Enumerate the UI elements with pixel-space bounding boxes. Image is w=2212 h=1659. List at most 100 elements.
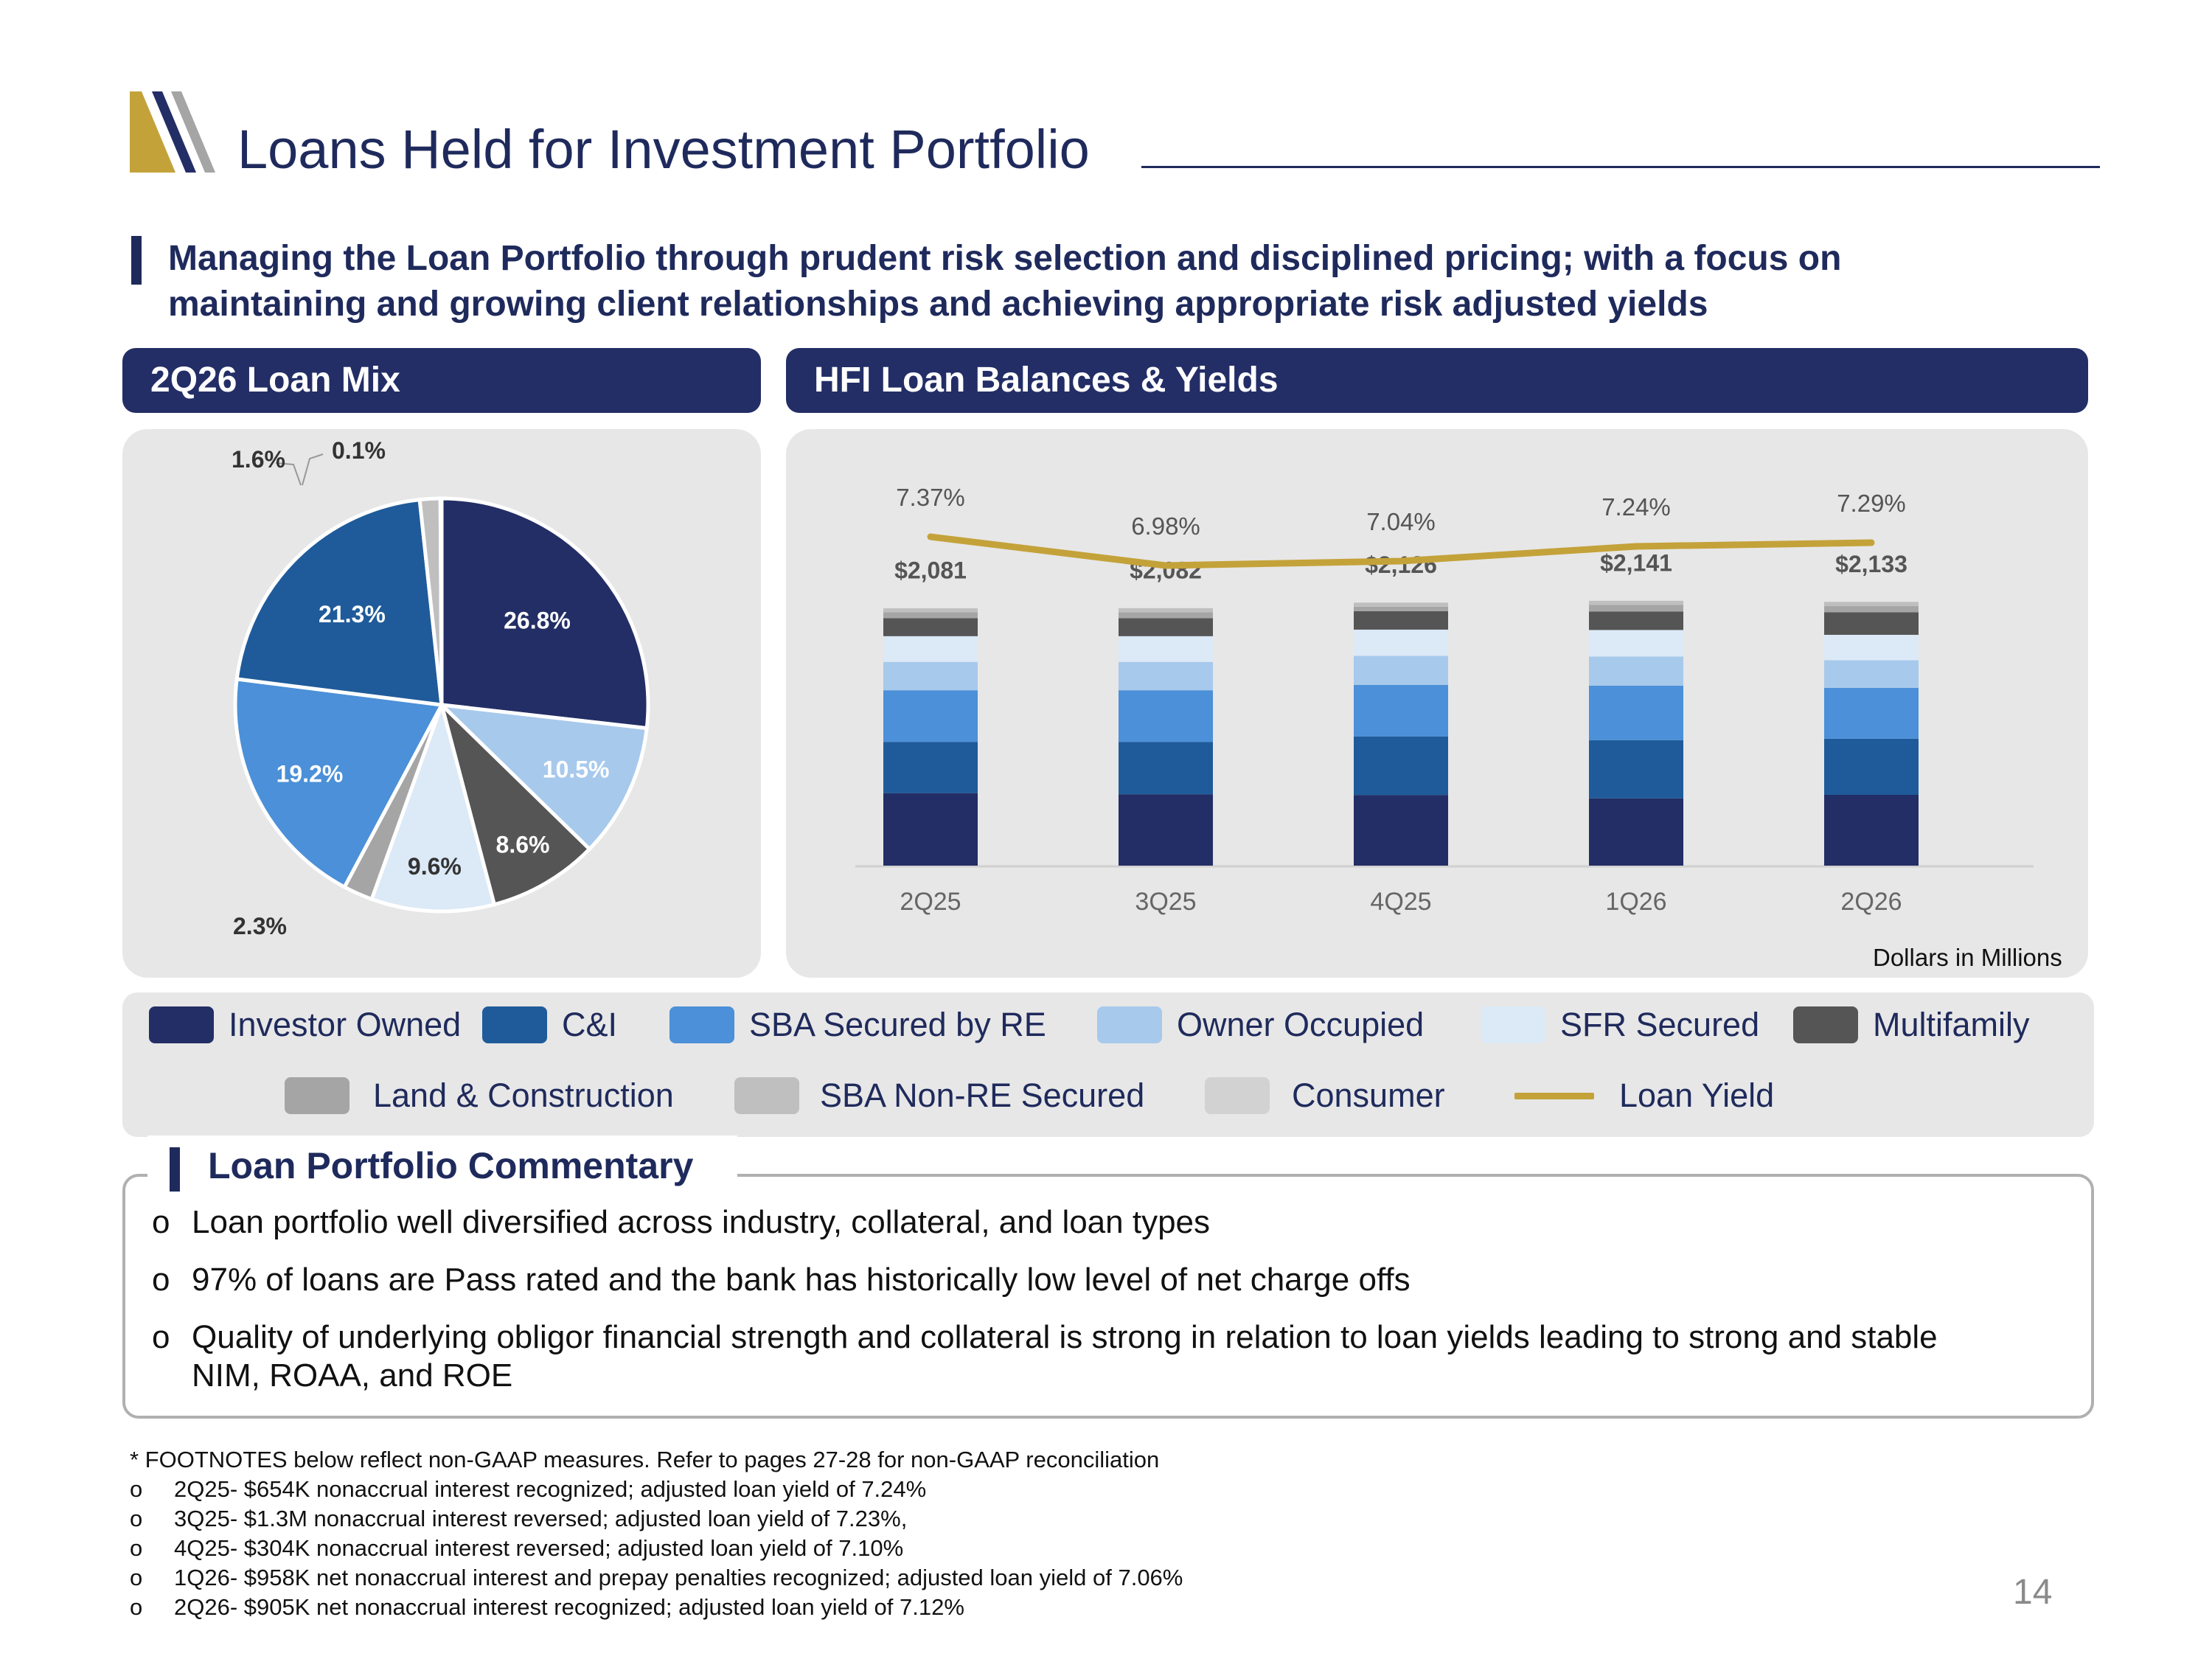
bar-segment-multifamily — [1119, 618, 1213, 636]
footnote-item: o 2Q25- $654K nonaccrual interest recogni… — [130, 1475, 1183, 1504]
legend-label: Consumer — [1292, 1077, 1445, 1114]
page-title: Loans Held for Investment Portfolio — [237, 119, 1090, 180]
loan-yield-point — [1400, 560, 1402, 562]
bar-segment-sfr-secured — [1824, 634, 1919, 661]
pie-slice-label: 8.6% — [496, 832, 550, 858]
bar-segment-land-construction — [1589, 605, 1683, 612]
legend-swatch — [1205, 1077, 1270, 1114]
bar-segment-c-i — [1589, 740, 1683, 799]
x-tick-label: 3Q25 — [1135, 888, 1196, 916]
loan-yield-point — [1871, 542, 1872, 543]
loan-yield-label: 7.04% — [1366, 508, 1436, 535]
pie-slice-label: 19.2% — [276, 761, 344, 787]
bar-segment-sba-secured-by-re — [1824, 687, 1919, 739]
bar-segment-investor-owned — [1824, 795, 1919, 866]
legend-item-land-construction: Land & Construction — [285, 1077, 674, 1115]
legend-swatch — [669, 1006, 734, 1043]
commentary-accent-bar — [170, 1147, 180, 1192]
legend-swatch — [482, 1006, 547, 1043]
legend-label: Land & Construction — [373, 1077, 674, 1114]
subtitle-accent-bar — [131, 236, 142, 285]
x-tick-label: 2Q26 — [1840, 888, 1902, 916]
commentary-bullet: o 97% of loans are Pass rated and the ba… — [152, 1261, 2069, 1299]
loan-mix-pie-chart: 26.8% 10.5% 8.6% 9.6% 2.3% 19.2% 21.3% 1.6% 0.1% — [232, 437, 650, 939]
bullet-marker: o — [152, 1319, 170, 1355]
commentary-box — [122, 1174, 2094, 1419]
footnote-text: 2Q25- $654K nonaccrual interest recogniz… — [174, 1476, 927, 1502]
footnote-text: 3Q25- $1.3M nonaccrual interest reversed… — [174, 1506, 908, 1531]
bar-segment-c-i — [1119, 742, 1213, 795]
pie-slice-c-i — [234, 497, 444, 707]
units-note: Dollars in Millions — [1873, 944, 2062, 971]
loan-yield-point — [1635, 546, 1637, 547]
legend-item-sba-re: SBA Secured by RE — [669, 1006, 1046, 1044]
legend-swatch — [149, 1006, 214, 1043]
legend-item-loan-yield: Loan Yield — [1514, 1077, 1774, 1115]
legend-item-sfr-secured: SFR Secured — [1481, 1006, 1759, 1044]
footnote-text: 1Q26- $958K net nonaccrual interest and … — [174, 1565, 1183, 1590]
pie-leader-line — [302, 453, 324, 486]
pie-slice-label: 10.5% — [543, 756, 610, 782]
bar-segment-c-i — [1824, 738, 1919, 795]
footnote-intro: * FOOTNOTES below reflect non-GAAP measu… — [130, 1447, 1160, 1472]
pie-slice-label: 21.3% — [319, 601, 386, 627]
footnote-text: 4Q25- $304K nonaccrual interest reversed… — [174, 1535, 904, 1561]
bar-segment-investor-owned — [883, 793, 978, 866]
loan-yield-label: 6.98% — [1131, 512, 1200, 540]
footnote-item: o 2Q26- $905K net nonaccrual interest rec… — [130, 1593, 1183, 1622]
pie-slice-sfr-secured — [369, 698, 497, 914]
bar-segment-sba-non-re-secured — [1589, 600, 1683, 605]
bar-chart-panel: $2,081 2Q25 $2,082 3Q25 $2,126 4Q25 $2,141 1Q26… — [786, 429, 2088, 978]
bar-segment-c-i — [883, 742, 978, 793]
bullet-marker: o — [130, 1535, 143, 1561]
legend-label: Multifamily — [1873, 1006, 2030, 1043]
legend-swatch — [1793, 1006, 1858, 1043]
legend-label: Loan Yield — [1619, 1077, 1775, 1114]
pie-slice-sba-secured-by-re — [233, 677, 445, 890]
pie-slice-investor-owned — [439, 496, 650, 731]
bar-segment-sba-secured-by-re — [1354, 684, 1448, 737]
bar-total-label: $2,141 — [1600, 550, 1672, 577]
title-rule — [1141, 166, 2100, 168]
x-tick-label: 2Q25 — [900, 888, 961, 916]
legend-item-owner-occupied: Owner Occupied — [1097, 1006, 1424, 1044]
pie-slice-multifamily — [438, 698, 592, 907]
bullet-marker: o — [130, 1594, 143, 1620]
footnotes: * FOOTNOTES below reflect non-GAAP measu… — [130, 1445, 1183, 1622]
bar-segment-sba-non-re-secured — [1824, 602, 1919, 607]
bar-segment-sba-secured-by-re — [883, 690, 978, 742]
pie-chart-panel: 26.8% 10.5% 8.6% 9.6% 2.3% 19.2% 21.3% 1.6% 0.1% — [122, 429, 761, 978]
loan-yield-label: 7.24% — [1601, 493, 1671, 521]
loan-balances-bar-chart: $2,0812Q25$2,0823Q25$2,1264Q25$2,1411Q26… — [855, 484, 2034, 916]
legend-label: SFR Secured — [1560, 1006, 1760, 1043]
legend-swatch — [285, 1077, 349, 1114]
bar-total-label: $2,133 — [1835, 551, 1907, 577]
bar-segment-investor-owned — [1589, 798, 1683, 866]
bullet-text: Loan portfolio well diversified across i… — [192, 1204, 1211, 1240]
pie-leader-line — [275, 462, 302, 486]
legend-label: Investor Owned — [229, 1006, 462, 1043]
footnote-item: o 4Q25- $304K nonaccrual interest reverse… — [130, 1534, 1183, 1563]
bar-segment-sfr-secured — [1589, 630, 1683, 657]
bullet-marker: o — [152, 1204, 170, 1240]
legend-label: SBA Secured by RE — [749, 1006, 1046, 1043]
bullet-marker: o — [130, 1506, 143, 1531]
bar-segment-sfr-secured — [1354, 629, 1448, 656]
legend-swatch — [1481, 1006, 1545, 1043]
pie-slice-consumer — [438, 496, 444, 706]
bullet-text: 97% of loans are Pass rated and the bank… — [192, 1262, 1411, 1298]
loan-yield-label: 7.37% — [896, 484, 965, 511]
legend-swatch — [734, 1077, 799, 1114]
footnote-item: o 3Q25- $1.3M nonaccrual interest reverse… — [130, 1504, 1183, 1534]
bar-segment-owner-occupied — [1119, 661, 1213, 691]
commentary-bullet: o Quality of underlying obligor financia… — [152, 1318, 1995, 1395]
bar-segment-land-construction — [1354, 606, 1448, 611]
bar-segment-c-i — [1354, 736, 1448, 796]
loan-yield-point — [1165, 565, 1166, 566]
pie-slice-label: 1.6% — [232, 446, 285, 473]
bar-panel-title: HFI Loan Balances & Yields — [786, 348, 2088, 413]
commentary-bullet: o Loan portfolio well diversified across… — [152, 1203, 2069, 1242]
bar-segment-sfr-secured — [1119, 636, 1213, 662]
bar-segment-land-construction — [1824, 606, 1919, 613]
company-logo — [130, 91, 215, 173]
